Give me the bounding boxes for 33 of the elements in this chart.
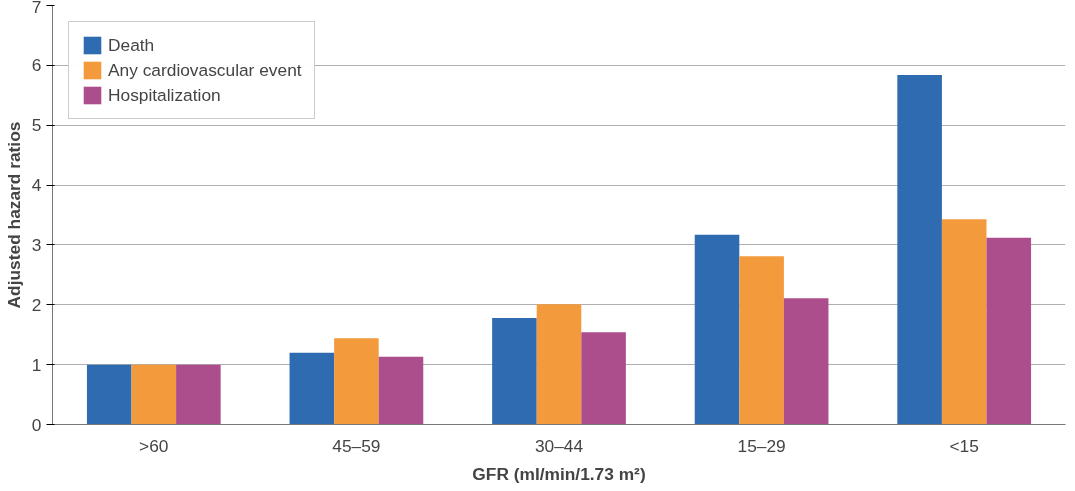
bar: [941, 219, 987, 425]
bar: [492, 317, 537, 425]
bar: [986, 237, 1032, 425]
legend-label: Hospitalization: [108, 84, 221, 106]
bar: [289, 352, 335, 425]
x-tick-label: 15–29: [737, 435, 786, 456]
y-tick-label: 6: [31, 55, 42, 76]
bar: [897, 74, 942, 425]
x-tick-label: 45–59: [332, 435, 381, 456]
y-tick-label: 5: [31, 115, 42, 136]
x-tick-label: <15: [949, 435, 979, 456]
x-tick-label: 30–44: [534, 435, 584, 456]
x-axis-title: GFR (ml/min/1.73 m²): [472, 463, 646, 484]
y-tick-label: 2: [31, 294, 42, 315]
x-tick-label: >60: [139, 435, 169, 456]
bar: [378, 356, 424, 425]
bar: [131, 364, 177, 425]
y-tick-label: 1: [31, 354, 42, 375]
bar: [739, 256, 784, 425]
y-tick-label: 7: [31, 0, 42, 17]
bar: [783, 298, 829, 425]
legend-label: Any cardiovascular event: [108, 59, 302, 81]
y-tick-label: 0: [31, 414, 42, 435]
bar: [86, 364, 132, 425]
bar: [536, 304, 582, 425]
bar: [176, 364, 221, 425]
y-axis-title: Adjusted hazard ratios: [3, 121, 24, 309]
y-tick-label: 3: [31, 234, 42, 255]
y-tick-label: 4: [31, 175, 42, 196]
bar: [694, 234, 740, 425]
bar: [334, 338, 379, 425]
bar: [581, 332, 626, 425]
legend-label: Death: [108, 34, 155, 56]
